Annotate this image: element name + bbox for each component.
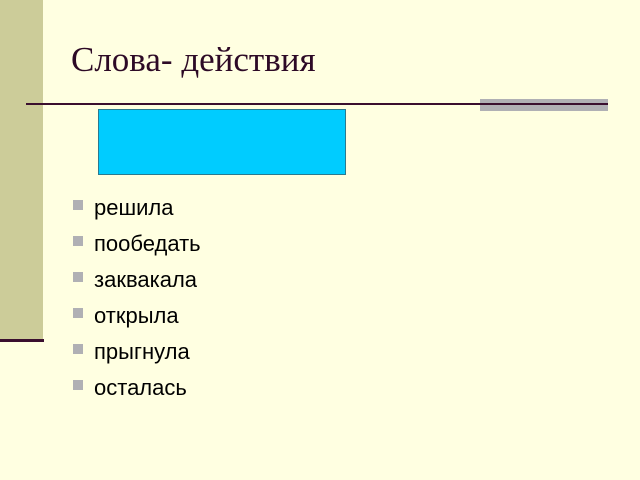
list-item-text: заквакала <box>94 267 198 292</box>
list-item: открыла <box>73 298 201 334</box>
list-item-text: пообедать <box>94 231 201 256</box>
square-bullet-icon <box>73 272 83 282</box>
square-bullet-icon <box>73 344 83 354</box>
bullet-list: решила пообедать заквакала открыла прыгн… <box>73 190 201 406</box>
square-bullet-icon <box>73 200 83 210</box>
square-bullet-icon <box>73 236 83 246</box>
title-divider <box>26 103 608 105</box>
list-item: решила <box>73 190 201 226</box>
list-item: пообедать <box>73 226 201 262</box>
square-bullet-icon <box>73 308 83 318</box>
title-divider-overlay <box>480 103 608 105</box>
cyan-rectangle <box>98 109 346 175</box>
sidebar-underline <box>0 339 44 342</box>
sidebar-decoration <box>0 0 43 340</box>
square-bullet-icon <box>73 380 83 390</box>
list-item: осталась <box>73 370 201 406</box>
gray-accent-bar <box>480 99 608 111</box>
list-item-text: решила <box>94 195 174 220</box>
list-item-text: осталась <box>94 375 187 400</box>
list-item-text: прыгнула <box>94 339 190 364</box>
list-item: заквакала <box>73 262 201 298</box>
list-item-text: открыла <box>94 303 179 328</box>
list-item: прыгнула <box>73 334 201 370</box>
slide-title: Слова- действия <box>71 40 316 79</box>
